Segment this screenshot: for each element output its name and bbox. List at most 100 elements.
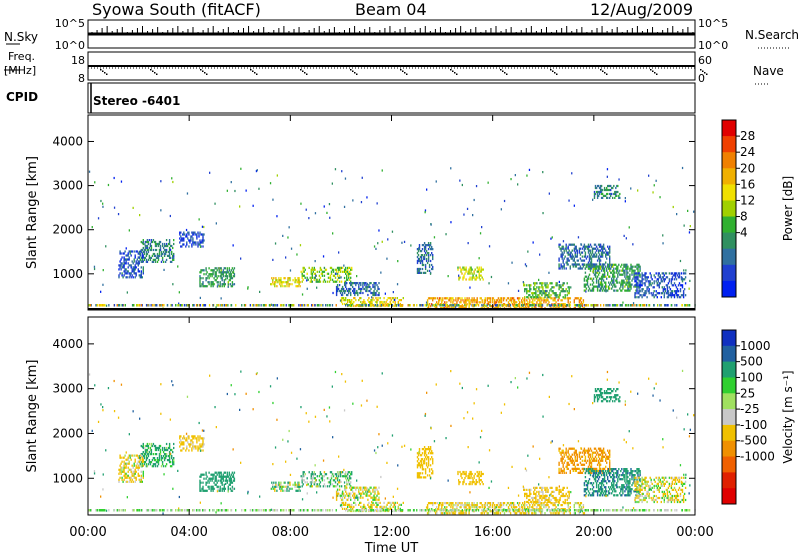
data-cell [297, 285, 299, 288]
noise-cell [683, 224, 685, 227]
data-cell [342, 501, 345, 504]
data-cell [128, 258, 130, 261]
data-cell [548, 296, 550, 299]
near-range-cell [119, 304, 121, 307]
data-cell [463, 479, 465, 482]
data-cell [120, 262, 122, 265]
data-cell [565, 288, 567, 291]
data-cell [272, 281, 274, 284]
data-cell [418, 474, 421, 477]
data-cell [666, 276, 669, 279]
data-cell [543, 299, 545, 302]
data-cell [594, 271, 597, 274]
data-cell [199, 489, 201, 492]
data-cell [638, 296, 640, 299]
data-cell [428, 448, 431, 451]
data-cell [201, 437, 203, 440]
data-cell [192, 443, 194, 446]
data-cell [294, 485, 296, 488]
near-range-cell [367, 304, 370, 307]
data-cell [219, 281, 221, 284]
data-cell [603, 275, 606, 278]
data-cell [588, 265, 591, 268]
data-cell [347, 498, 349, 501]
data-cell [336, 471, 339, 474]
data-cell [358, 284, 360, 287]
data-cell [299, 485, 301, 488]
data-cell [202, 283, 204, 286]
data-cell [582, 299, 585, 302]
data-cell [157, 244, 160, 248]
near-range-cell [536, 304, 538, 307]
data-cell [339, 291, 342, 295]
data-cell [344, 289, 346, 293]
data-cell [161, 256, 164, 259]
data-cell [656, 284, 658, 287]
data-cell [657, 272, 659, 275]
data-cell [571, 255, 573, 258]
data-cell [331, 473, 334, 476]
data-cell [342, 299, 345, 302]
data-cell [316, 485, 318, 488]
freq-tick-bottom: 8 [78, 72, 85, 85]
nave-dot [502, 70, 504, 72]
data-cell [149, 446, 152, 450]
data-cell [288, 283, 290, 286]
data-cell [630, 287, 632, 290]
data-cell [451, 512, 453, 515]
data-cell [423, 248, 426, 251]
data-cell [167, 459, 170, 462]
data-cell [427, 512, 430, 515]
data-cell [558, 265, 560, 268]
data-cell [154, 254, 157, 257]
data-cell [154, 446, 157, 450]
noise-cell [689, 279, 691, 282]
data-cell [656, 292, 658, 295]
data-cell [552, 290, 554, 293]
data-cell [574, 261, 576, 264]
data-cell [495, 299, 498, 302]
data-cell [313, 477, 315, 480]
data-cell [588, 255, 591, 258]
noise-cell [624, 200, 626, 203]
data-cell [565, 261, 567, 264]
noise-cell [549, 289, 551, 292]
data-cell [628, 277, 630, 280]
data-cell [336, 494, 339, 497]
data-cell [222, 475, 224, 478]
data-cell [566, 282, 568, 285]
data-cell [609, 196, 611, 199]
data-cell [565, 267, 567, 270]
near-range-cell [299, 304, 302, 307]
data-cell [511, 297, 514, 300]
data-cell [577, 297, 579, 300]
data-cell [303, 475, 305, 478]
near-range-cell [664, 304, 667, 307]
data-cell [157, 459, 160, 462]
data-cell [591, 289, 594, 292]
data-cell [215, 267, 217, 270]
data-cell [475, 483, 477, 486]
data-cell [616, 194, 618, 197]
data-cell [622, 283, 624, 286]
data-cell [391, 501, 393, 504]
data-cell [171, 457, 173, 460]
data-cell [220, 477, 222, 480]
data-cell [132, 466, 134, 469]
near-range-cell [280, 304, 282, 307]
data-cell [350, 300, 352, 304]
noise-cell [659, 196, 661, 199]
data-cell [597, 283, 600, 286]
noise-cell [226, 189, 228, 192]
data-cell [211, 273, 213, 276]
data-cell [638, 279, 640, 282]
data-cell [644, 274, 646, 277]
data-cell [599, 190, 602, 194]
data-cell [419, 250, 422, 253]
data-cell [581, 247, 584, 250]
near-range-cell [560, 304, 563, 307]
data-cell [644, 290, 646, 293]
data-cell [441, 512, 443, 515]
data-cell [478, 266, 480, 269]
data-cell [459, 266, 461, 269]
